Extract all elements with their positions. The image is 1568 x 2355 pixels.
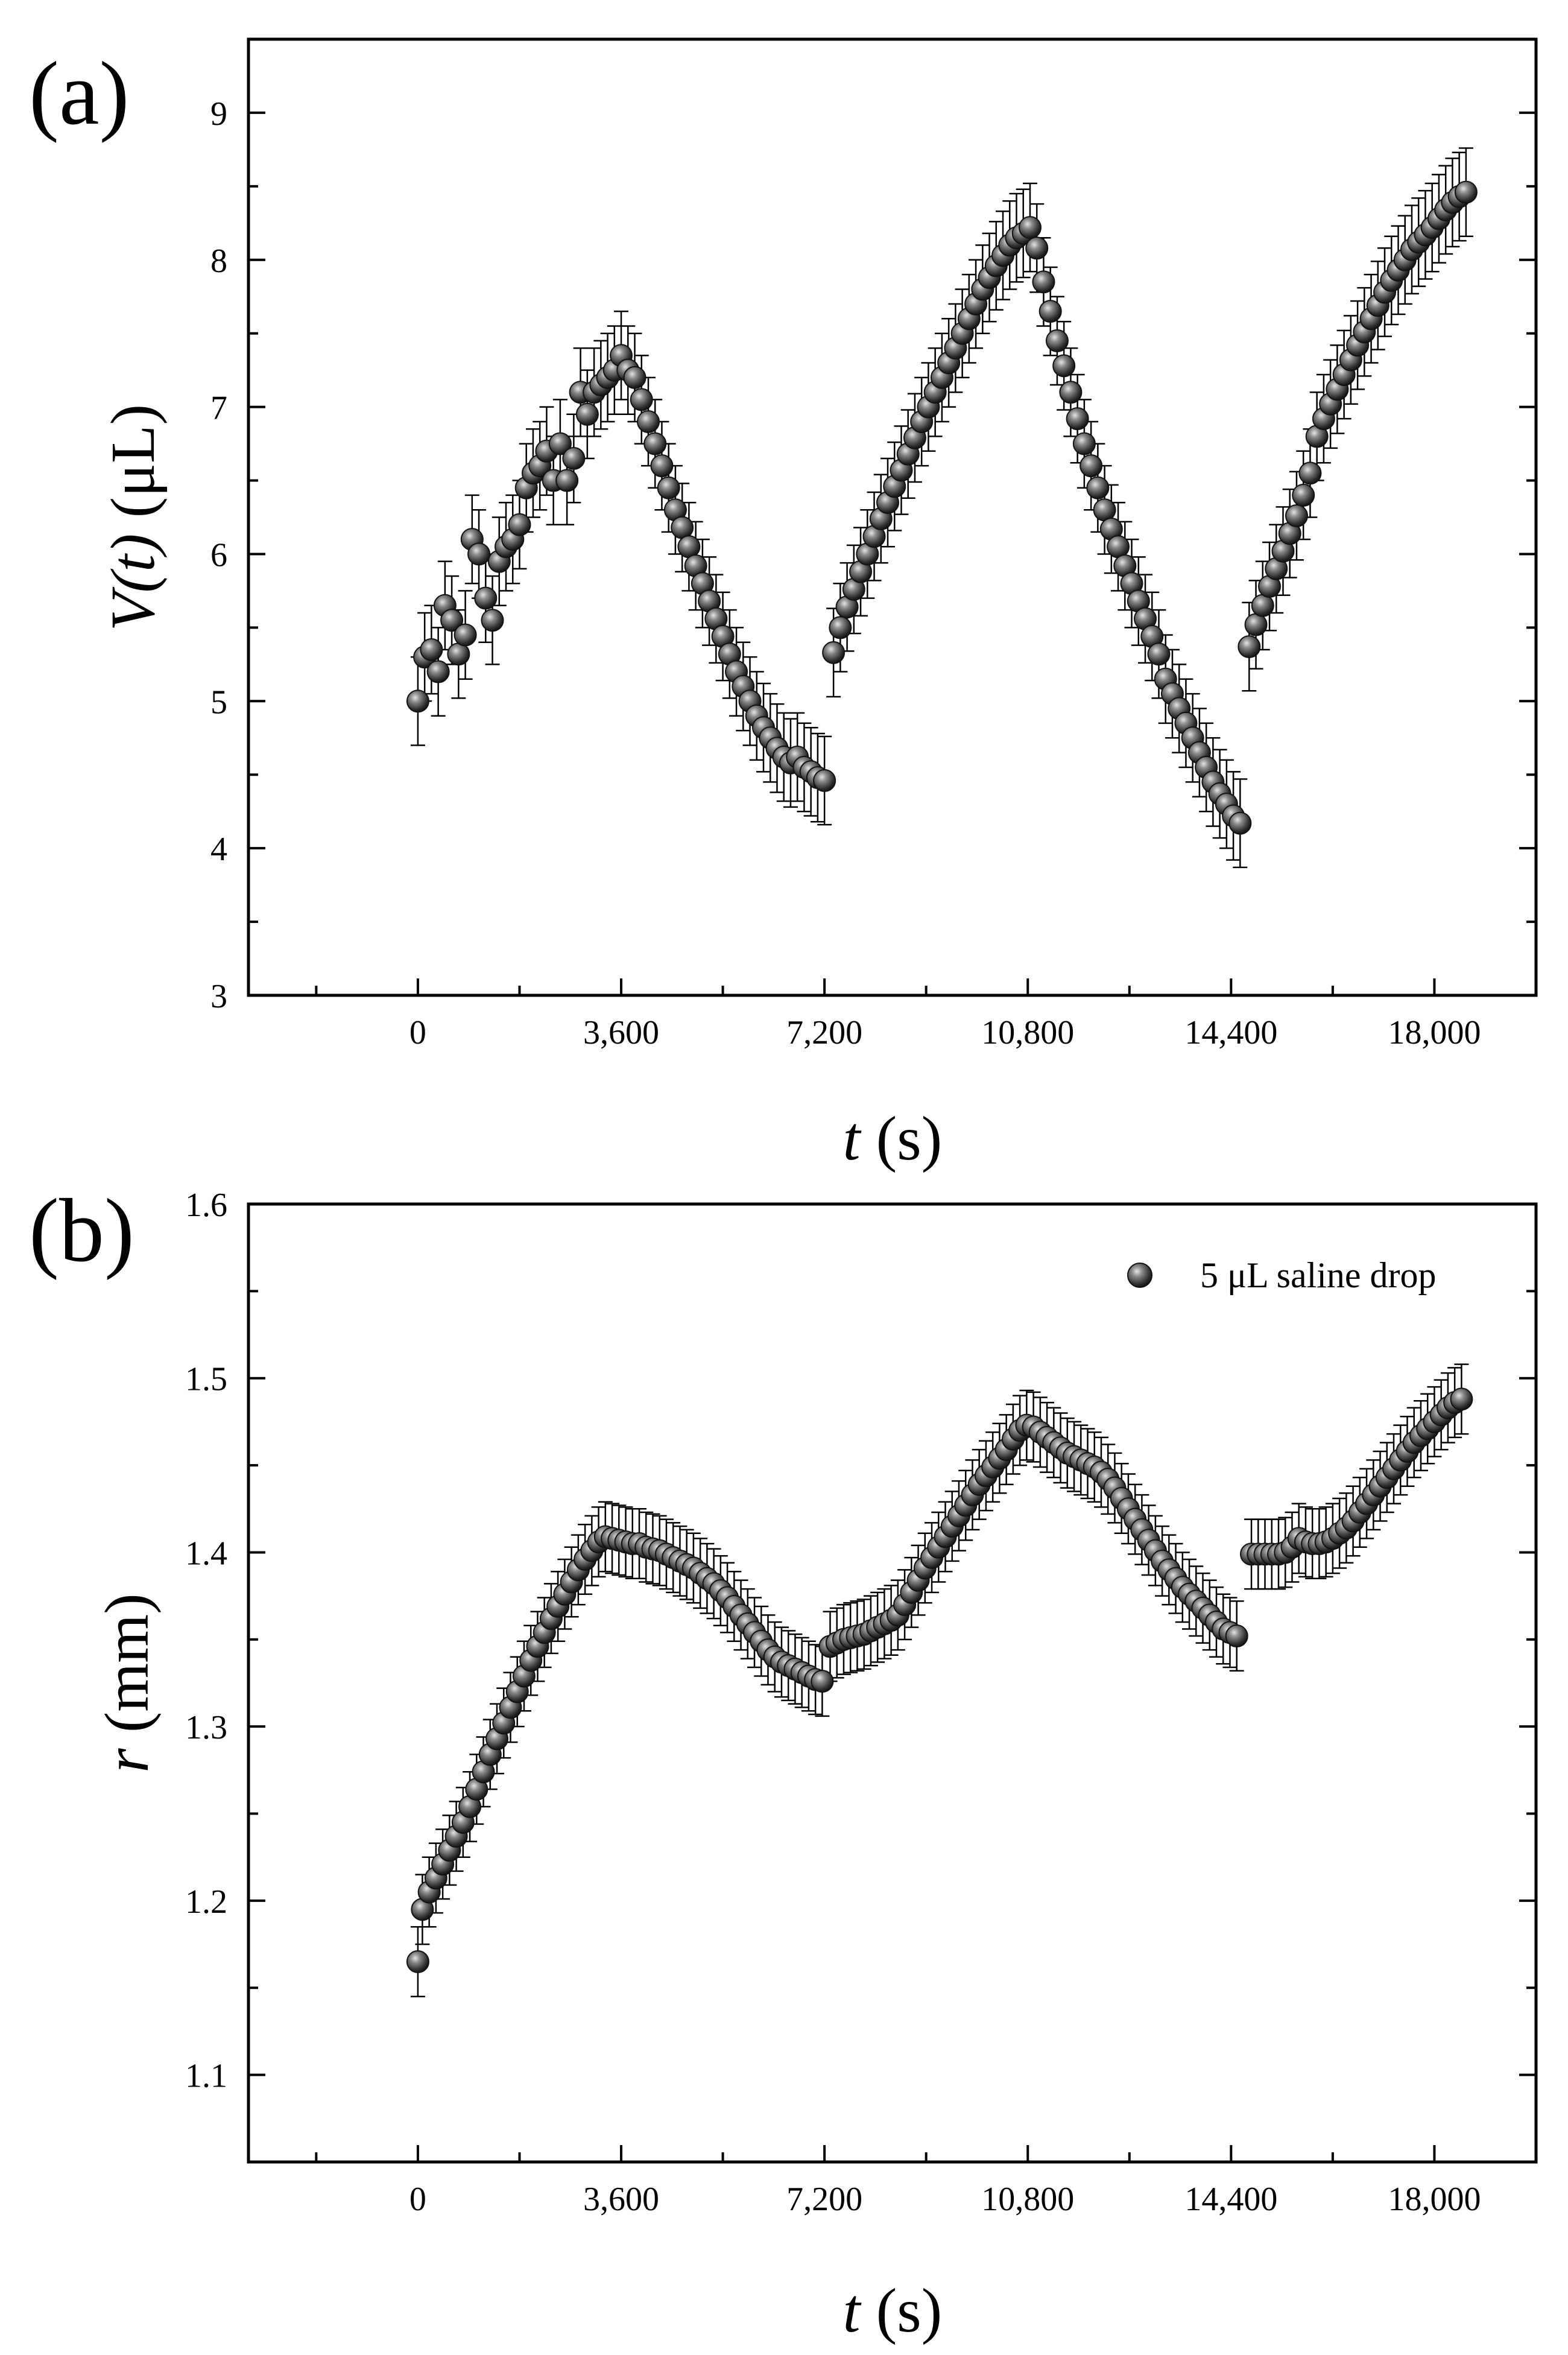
panel-a-x-tick-label: 18,000	[1388, 1014, 1481, 1051]
panel-a-data-point	[1072, 432, 1096, 455]
panel-b-y-tick-label: 1.1	[185, 2058, 227, 2095]
panel-b-x-tick-label: 10,800	[981, 2181, 1074, 2218]
panel-a-data-point	[657, 476, 680, 499]
panel-a-data-point	[1285, 504, 1308, 528]
panel-a-data-point	[426, 660, 450, 683]
panel-a-data-point	[420, 638, 443, 661]
panel-a-data-point	[623, 366, 646, 389]
panel-a-data-point	[1454, 180, 1478, 204]
panel-a-data-point	[1045, 329, 1069, 352]
panel-a-data-point	[1080, 454, 1103, 478]
panel-a-data-point	[822, 641, 846, 664]
panel-a-data-point	[1147, 642, 1171, 666]
panel-b-data-point	[1450, 1387, 1473, 1411]
panel-a-volume-chart: (a) 0 3,600 7,200 10,800 14,400 18,000 3 4 5 6 7 8 9…	[29, 37, 1538, 1173]
panel-a-data-point	[467, 542, 491, 566]
panel-a-y-tick-label: 4	[210, 831, 227, 868]
panel-a-data-point	[454, 623, 477, 647]
panel-a-data-point	[548, 432, 572, 455]
panel-a-data-point	[1086, 476, 1110, 499]
panel-a-data-point	[671, 516, 694, 539]
panel-a-data-point	[481, 609, 504, 632]
legend-label: 5 μL saline drop	[1200, 1255, 1437, 1295]
panel-a-data-point	[1032, 270, 1055, 294]
panel-b-data-points	[406, 1363, 1473, 1997]
panel-a-data-point	[1025, 236, 1049, 260]
panel-b-x-tick-label: 0	[409, 2181, 426, 2218]
panel-a-data-point	[508, 513, 531, 536]
panel-b-radius-chart: (b) 0 3,600 7,200 10,800 14,400 18,000 1.1 1.2 1…	[29, 1181, 1538, 2345]
panel-a-data-point	[406, 689, 429, 713]
panel-a-plot-frame	[247, 37, 1538, 997]
panel-a-x-axis-title: t (s)	[843, 1104, 943, 1173]
panel-a-data-point	[650, 454, 674, 478]
legend: 5 μL saline drop	[1127, 1255, 1437, 1295]
panel-a-data-point	[643, 432, 667, 455]
legend-marker	[1127, 1263, 1152, 1288]
panel-a-data-point	[1228, 811, 1252, 835]
panel-a-y-tick-label: 9	[210, 95, 227, 133]
panel-a-data-point	[1238, 635, 1261, 659]
panel-a-x-tick-label: 7,200	[786, 1014, 862, 1051]
panel-b-x-axis-title: t (s)	[843, 2276, 943, 2345]
panel-a-y-axis-title: V(t) (μL)	[98, 404, 168, 631]
panel-a-data-point	[1066, 407, 1089, 431]
panel-a-data-points	[406, 147, 1478, 869]
panel-b-y-tick-label: 1.6	[185, 1187, 227, 1224]
panel-a-data-point	[1298, 461, 1322, 485]
panel-a-y-tick-label: 8	[210, 242, 227, 280]
panel-b-x-tick-label: 7,200	[786, 2181, 862, 2218]
panel-a-y-tick-label: 5	[210, 683, 227, 721]
panel-b-x-tick-label: 14,400	[1184, 2181, 1277, 2218]
panel-a-x-tick-label: 14,400	[1184, 1014, 1277, 1051]
panel-a-data-point	[1244, 613, 1268, 636]
panel-a-data-point	[562, 446, 586, 470]
panel-a-data-point	[1038, 300, 1062, 323]
panel-a-data-point	[1107, 535, 1130, 559]
panel-a-x-tick-label: 0	[409, 1014, 426, 1051]
panel-a-x-tick-label: 3,600	[583, 1014, 659, 1051]
panel-a-data-point	[1052, 354, 1076, 378]
panel-a-data-point	[447, 642, 470, 666]
panel-b-data-point	[811, 1670, 834, 1693]
panel-b-y-tick-label: 1.4	[185, 1535, 227, 1572]
panel-b-y-tick-label: 1.5	[185, 1361, 227, 1398]
panel-b-y-tick-label: 1.2	[185, 1883, 227, 1921]
panel-b-y-tick-label: 1.3	[185, 1709, 227, 1746]
panel-a-data-point	[1018, 216, 1042, 239]
panel-a-ticks: 0 3,600 7,200 10,800 14,400 18,000 3 4 5 6 7 8 9	[210, 38, 1537, 1051]
panel-a-data-point	[829, 616, 852, 639]
panel-a-data-point	[575, 402, 599, 426]
panel-a-data-point	[555, 469, 579, 492]
panel-a-data-point	[440, 609, 464, 632]
panel-a-data-point	[677, 535, 701, 559]
panel-a-data-point	[813, 769, 836, 792]
panel-b-data-point	[406, 1950, 429, 1973]
panel-a-x-tick-label: 10,800	[981, 1014, 1074, 1051]
panel-a-data-point	[474, 586, 498, 610]
panel-b-data-point	[1225, 1624, 1248, 1648]
panel-a-data-point	[1059, 381, 1083, 404]
panel-b-label: (b)	[29, 1181, 134, 1281]
panel-a-y-tick-label: 6	[210, 536, 227, 574]
panel-a-data-point	[636, 410, 660, 433]
panel-b-plot-frame	[247, 1202, 1538, 2164]
panel-a-label: (a)	[29, 43, 129, 144]
panel-b-x-tick-label: 3,600	[583, 2181, 659, 2218]
panel-a-y-tick-label: 7	[210, 390, 227, 427]
panel-a-data-point	[1251, 594, 1274, 617]
panel-a-data-point	[630, 388, 653, 411]
panel-b-y-axis-title: r (mm)	[92, 1593, 162, 1773]
panel-a-data-point	[1292, 483, 1315, 507]
panel-a-data-point	[1093, 498, 1116, 522]
panel-b-ticks: 0 3,600 7,200 10,800 14,400 18,000 1.1 1.2 1.3 1.…	[185, 1187, 1537, 2218]
panel-a-y-tick-label: 3	[210, 978, 227, 1015]
panel-b-x-tick-label: 18,000	[1388, 2181, 1481, 2218]
